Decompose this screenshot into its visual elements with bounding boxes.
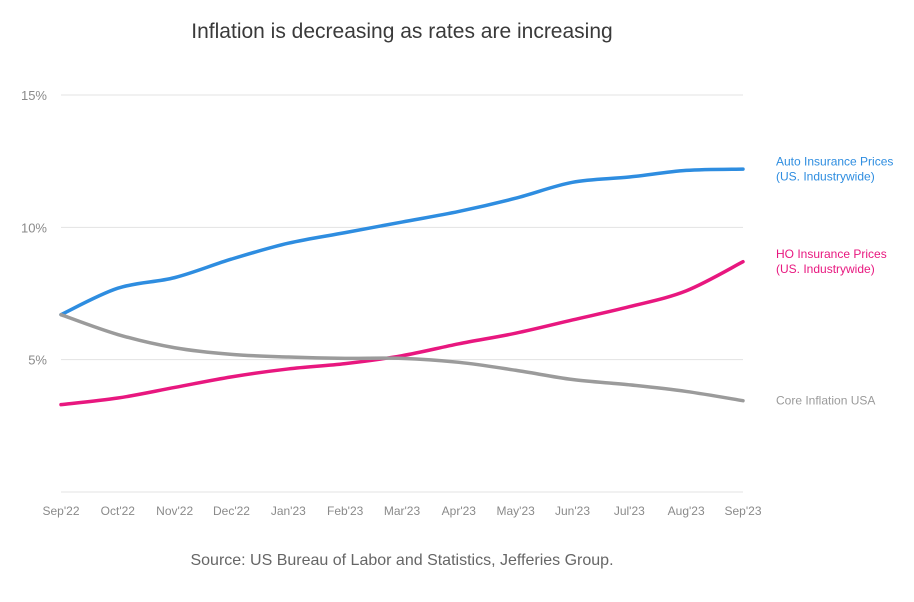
legend-layer: Auto Insurance Prices(US. Industrywide)H… bbox=[776, 155, 893, 408]
y-tick-label: 5% bbox=[28, 353, 47, 368]
series-line-core-inflation bbox=[59, 312, 745, 403]
legend-label: Core Inflation USA bbox=[776, 394, 875, 408]
y-tick-label: 10% bbox=[21, 220, 47, 235]
chart-source: Source: US Bureau of Labor and Statistic… bbox=[190, 552, 614, 569]
series-line-ho-insurance bbox=[59, 259, 745, 407]
y-axis-ticks: 5% 10% 15% bbox=[21, 88, 47, 368]
legend-label: Auto Insurance Prices bbox=[776, 155, 893, 169]
x-tick-label: Apr'23 bbox=[442, 504, 477, 518]
x-tick-label: Sep'22 bbox=[43, 504, 80, 518]
series-line-auto-insurance bbox=[59, 167, 745, 317]
x-tick-label: Oct'22 bbox=[101, 504, 136, 518]
x-tick-label: Dec'22 bbox=[213, 504, 250, 518]
legend-label: (US. Industrywide) bbox=[776, 262, 875, 276]
legend-label: (US. Industrywide) bbox=[776, 170, 875, 184]
chart-title: Inflation is decreasing as rates are inc… bbox=[191, 20, 613, 43]
x-tick-label: Jun'23 bbox=[555, 504, 590, 518]
x-tick-label: Feb'23 bbox=[327, 504, 364, 518]
x-tick-label: Mar'23 bbox=[384, 504, 421, 518]
x-tick-label: Jul'23 bbox=[614, 504, 645, 518]
x-axis-ticks: Sep'22 Oct'22 Nov'22 Dec'22 Jan'23 Feb'23 Mar'… bbox=[43, 504, 762, 518]
legend-label: HO Insurance Prices bbox=[776, 247, 887, 261]
x-tick-label: Aug'23 bbox=[668, 504, 705, 518]
series-layer bbox=[59, 167, 745, 407]
x-tick-label: Jan'23 bbox=[271, 504, 306, 518]
x-tick-label: May'23 bbox=[497, 504, 536, 518]
grid-layer bbox=[61, 94, 743, 493]
y-tick-label: 15% bbox=[21, 88, 47, 103]
x-tick-label: Nov'22 bbox=[156, 504, 193, 518]
x-tick-label: Sep'23 bbox=[725, 504, 762, 518]
